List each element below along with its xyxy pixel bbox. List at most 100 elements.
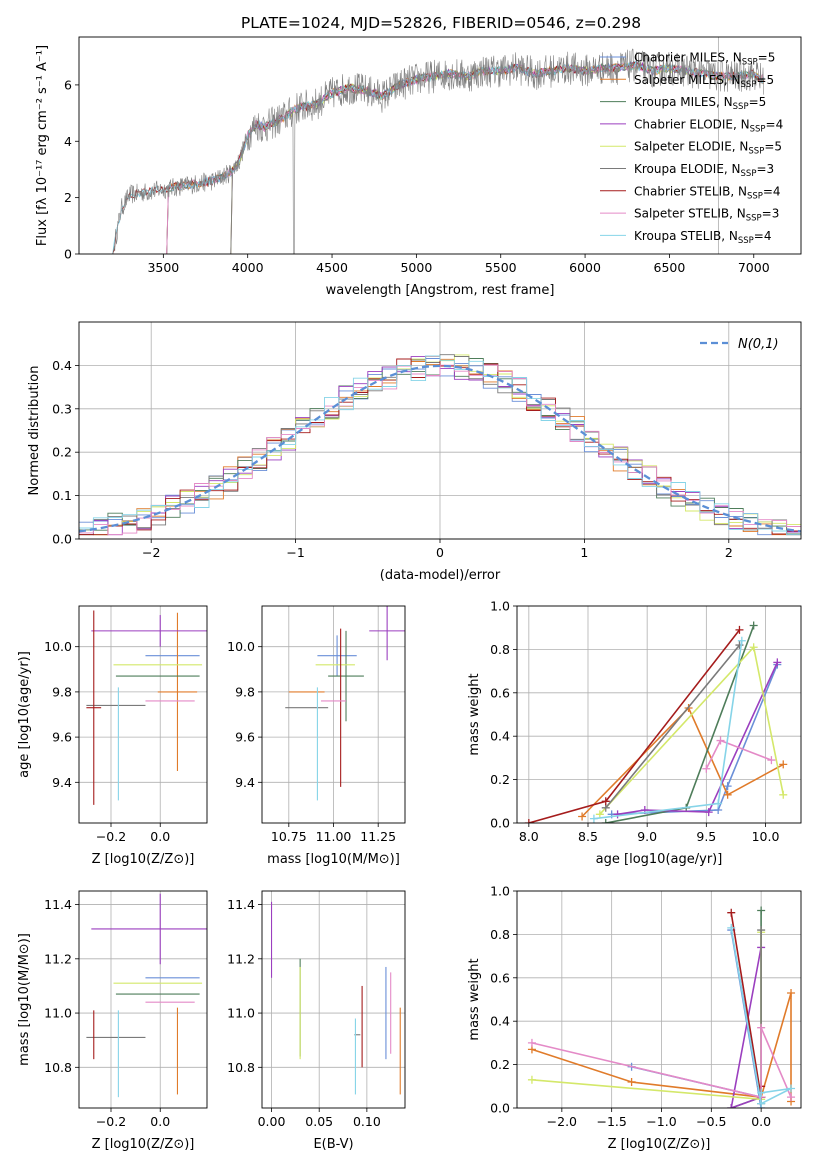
x-tick-label: −0.2	[96, 829, 126, 844]
plot-area-massweight_vs_Z	[527, 906, 796, 1108]
axes-massweight_vs_Z: −2.0 −1.5 −1.0 −0.5 0.0 0.0 0.2 0.4 0.6 0.8 1.0 Z […	[467, 884, 802, 1152]
mass-weight-line	[605, 644, 741, 809]
axes-frame	[78, 605, 208, 824]
y-tick-label: 10.8	[227, 1060, 255, 1075]
x-tick-label: −0.2	[96, 1114, 126, 1129]
mass-weight-marker	[702, 764, 711, 773]
x-tick-label: 10.0	[752, 829, 780, 844]
y-tick-label: 10.0	[44, 639, 72, 654]
mass-weight-marker	[704, 808, 713, 817]
mass-weight-marker	[627, 1077, 636, 1086]
y-axis-label: Flux [fλ 10⁻¹⁷ erg cm⁻² s⁻¹ A⁻¹]	[35, 45, 50, 246]
plot-area-massweight_vs_age	[524, 621, 788, 823]
y-axis-label: mass [log10(M/M⊙)]	[17, 933, 32, 1066]
mass-weight-marker	[723, 790, 732, 799]
y-tick-label: 0.1	[52, 488, 72, 503]
y-tick-label: 10.0	[227, 639, 255, 654]
x-tick-label: 7000	[738, 260, 770, 275]
x-tick-label: 11.00	[316, 829, 352, 844]
x-tick-label: 0.00	[258, 1114, 286, 1129]
mass-weight-marker	[589, 814, 598, 823]
plot-area-age_vs_Z	[86, 610, 207, 805]
y-tick-label: 0.2	[490, 772, 510, 787]
model-spectrum-line	[166, 60, 765, 254]
y-tick-label: 0.2	[52, 445, 72, 460]
mass-weight-marker	[749, 621, 758, 630]
legend-entry: Chabrier MILES, NSSP=5	[634, 51, 775, 68]
mass-weight-marker	[601, 819, 610, 823]
model-spectrum-line	[230, 61, 765, 254]
y-tick-label: 9.6	[235, 730, 255, 745]
mass-weight-line	[617, 662, 779, 816]
y-tick-label: 6	[64, 77, 72, 92]
x-tick-label: 0.0	[751, 1114, 771, 1129]
model-spectrum-line	[166, 63, 765, 254]
y-tick-label: 4	[64, 134, 72, 149]
plot-area-residuals	[79, 354, 801, 536]
y-tick-label: 10.8	[44, 1060, 72, 1075]
y-tick-label: 0.2	[490, 1057, 510, 1072]
x-tick-label: 1	[580, 545, 588, 560]
x-tick-label: 5500	[485, 260, 517, 275]
y-tick-label: 1.0	[490, 599, 510, 614]
y-tick-label: 11.4	[227, 897, 255, 912]
legend-entry: Kroupa ELODIE, NSSP=3	[634, 162, 774, 179]
y-tick-label: 0.4	[52, 358, 72, 373]
x-axis-label: Z [log10(Z/Z⊙)]	[92, 852, 195, 867]
x-tick-label: 9.0	[637, 829, 657, 844]
y-tick-label: 0.4	[490, 1014, 510, 1029]
mass-weight-marker	[749, 643, 758, 652]
mass-weight-marker	[735, 641, 744, 650]
y-tick-label: 0.0	[490, 1101, 510, 1116]
mass-weight-marker	[727, 908, 736, 917]
mass-weight-marker	[773, 658, 782, 667]
y-tick-label: 0	[64, 247, 72, 262]
mass-weight-line	[599, 645, 785, 815]
plot-area-mass_vs_Z	[86, 893, 207, 1098]
mass-weight-marker	[723, 782, 732, 791]
mass-weight-marker	[527, 1075, 536, 1084]
normal-reference-curve	[79, 364, 801, 533]
mass-weight-marker	[767, 756, 776, 765]
mass-weight-marker	[787, 1084, 796, 1093]
mass-weight-line	[730, 947, 762, 1108]
x-tick-label: 8.5	[578, 829, 598, 844]
x-tick-label: 4000	[232, 260, 264, 275]
observed-spectrum-line	[112, 48, 764, 254]
x-axis-label: wavelength [Angstrom, rest frame]	[326, 283, 555, 298]
x-axis-label: (data-model)/error	[380, 568, 501, 583]
x-tick-label: 0.0	[150, 1114, 170, 1129]
mass-weight-marker	[735, 625, 744, 634]
model-spectrum-line	[230, 60, 764, 254]
y-tick-label: 11.2	[44, 951, 72, 966]
x-tick-label: 6000	[569, 260, 601, 275]
mass-weight-marker	[757, 906, 766, 915]
axes-frame	[261, 605, 406, 824]
y-tick-label: 11.2	[227, 951, 255, 966]
y-tick-label: 9.4	[52, 775, 72, 790]
x-tick-label: 6500	[654, 260, 686, 275]
axes-mass_vs_Z: −0.2 0.0 10.8 11.0 11.2 11.4 Z [log10(Z/Z⊙)] ma…	[17, 890, 208, 1152]
axes-frame	[516, 890, 802, 1109]
x-tick-label: 9.5	[696, 829, 716, 844]
mass-weight-marker	[595, 810, 604, 819]
mass-weight-line	[531, 1027, 792, 1099]
legend-entry: Salpeter STELIB, NSSP=3	[634, 207, 779, 224]
mass-weight-line	[528, 629, 741, 823]
residual-histogram	[79, 364, 801, 536]
y-tick-label: 0.4	[490, 729, 510, 744]
mass-weight-marker	[727, 1104, 736, 1108]
axes-frame	[78, 890, 208, 1109]
axes-age_vs_Z: −0.2 0.0 9.4 9.6 9.8 10.0 Z [log10(Z/Z⊙)] age […	[17, 605, 208, 867]
y-tick-label: 9.8	[235, 684, 255, 699]
x-axis-label: Z [log10(Z/Z⊙)]	[608, 1137, 711, 1152]
x-tick-label: 0	[436, 545, 444, 560]
y-axis-label: Normed distribution	[27, 366, 42, 496]
mass-weight-marker	[714, 799, 723, 808]
plots-layer: 3500 4000 4500 5000 5500 6000 6500 7000 0 2 4 6 wave…	[17, 36, 802, 1152]
y-axis-label: mass weight	[467, 673, 482, 755]
y-tick-label: 9.6	[52, 730, 72, 745]
mass-weight-marker	[524, 819, 533, 823]
legend-entry: Chabrier STELIB, NSSP=4	[634, 184, 781, 201]
mass-weight-marker	[601, 797, 610, 806]
